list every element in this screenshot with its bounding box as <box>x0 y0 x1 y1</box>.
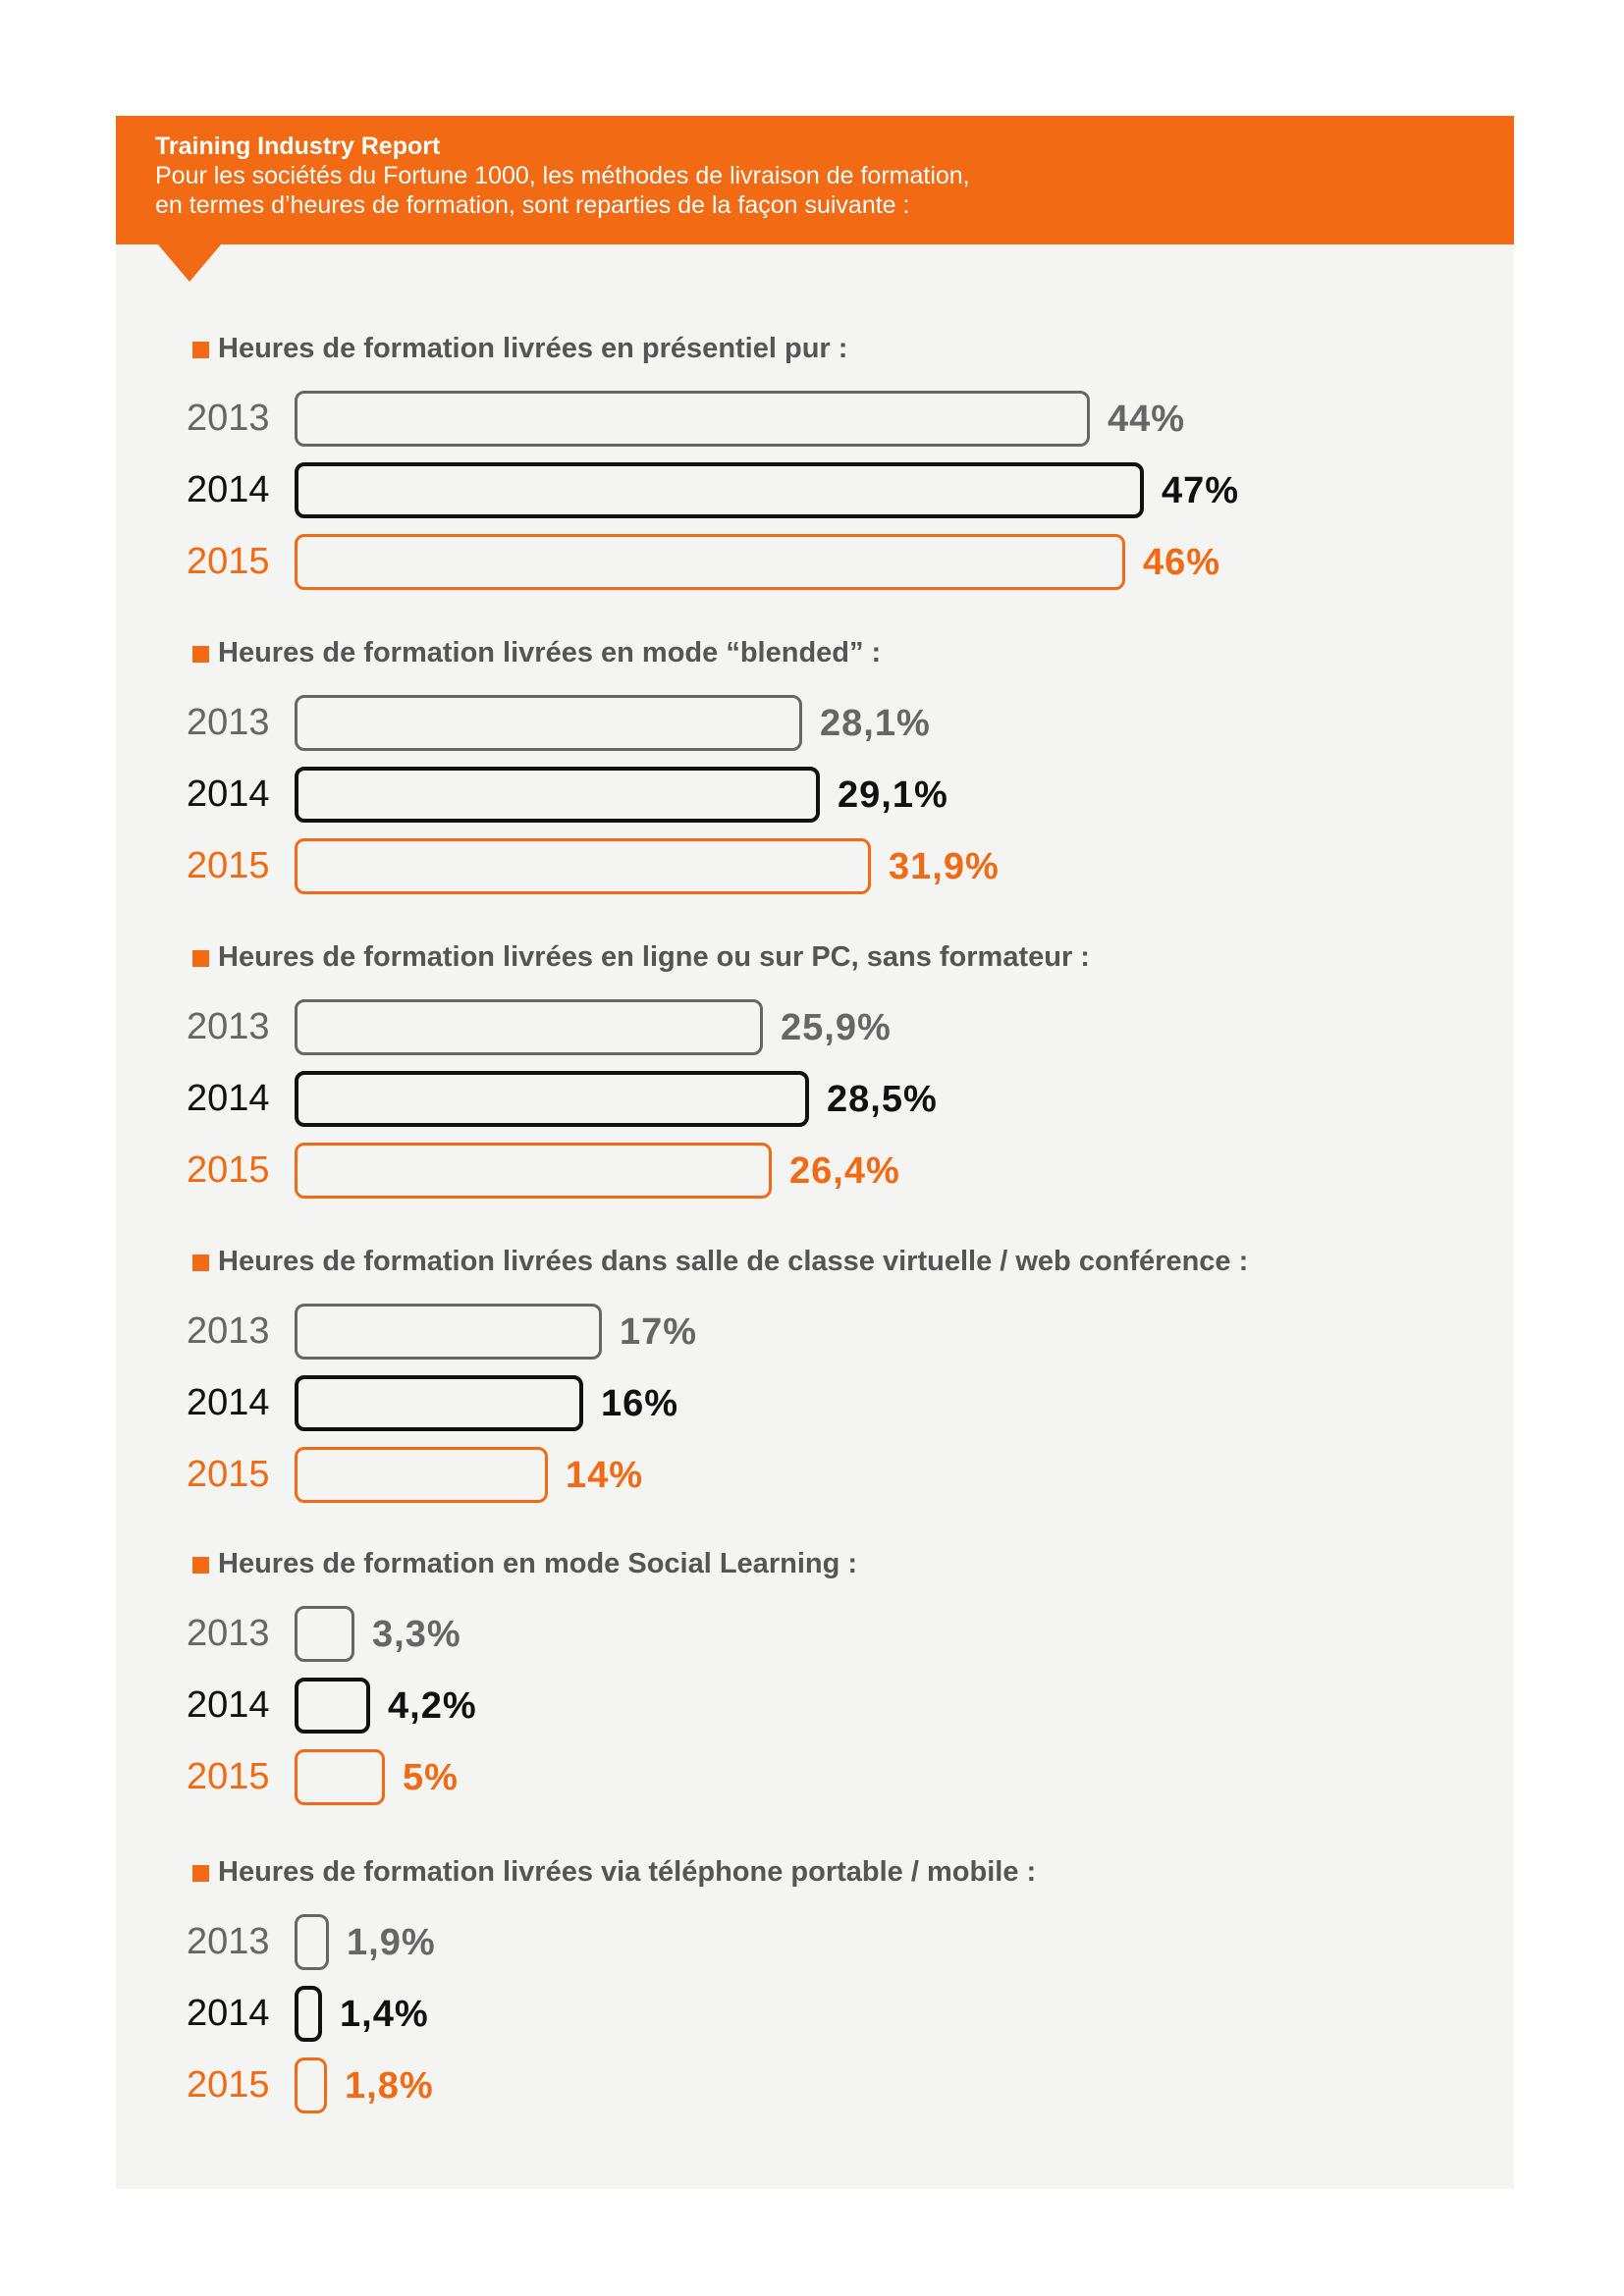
section-title: Heures de formation en mode Social Learn… <box>218 1548 858 1579</box>
bar <box>295 767 820 823</box>
bar <box>295 1986 322 2042</box>
bar <box>295 1143 772 1199</box>
bar-value-label: 25,9% <box>781 1007 892 1048</box>
bar <box>295 1375 583 1431</box>
bar <box>295 1606 354 1662</box>
bar <box>295 1447 548 1503</box>
section-title: Heures de formation livrées en présentie… <box>218 333 848 364</box>
header-banner <box>116 116 1514 244</box>
header-notch <box>157 243 222 282</box>
bar <box>295 1678 370 1734</box>
section-title: Heures de formation livrées dans salle d… <box>218 1246 1249 1277</box>
bar <box>295 1304 602 1360</box>
year-label: 2014 <box>187 1993 270 2034</box>
bar-value-label: 44% <box>1108 399 1186 440</box>
bar <box>295 534 1125 590</box>
year-label: 2015 <box>187 1454 270 1495</box>
section-bullet <box>192 646 209 663</box>
bar-value-label: 4,2% <box>388 1685 477 1727</box>
bar <box>295 695 802 751</box>
bar <box>295 1914 329 1970</box>
bar <box>295 1071 809 1127</box>
bar <box>295 838 871 894</box>
year-label: 2015 <box>187 1756 270 1797</box>
report-title: Training Industry Report <box>155 133 441 160</box>
bar <box>295 999 763 1055</box>
bar <box>295 462 1144 518</box>
year-label: 2013 <box>187 398 270 439</box>
section-bullet <box>192 1557 209 1574</box>
bar-value-label: 1,8% <box>345 2065 434 2107</box>
section-title: Heures de formation livrées en mode “ble… <box>218 637 882 668</box>
bar-value-label: 16% <box>601 1383 679 1424</box>
year-label: 2015 <box>187 1149 270 1191</box>
section-title: Heures de formation livrées en ligne ou … <box>218 941 1090 973</box>
bar <box>295 391 1090 447</box>
bar-value-label: 31,9% <box>889 846 1000 887</box>
year-label: 2015 <box>187 2064 270 2106</box>
section-bullet <box>192 950 209 967</box>
bar-value-label: 1,9% <box>347 1922 436 1963</box>
year-label: 2014 <box>187 1078 270 1119</box>
bar-value-label: 47% <box>1162 470 1240 511</box>
bar-value-label: 26,4% <box>789 1150 900 1192</box>
year-label: 2013 <box>187 1613 270 1654</box>
bar-value-label: 28,5% <box>827 1079 938 1120</box>
year-label: 2015 <box>187 541 270 582</box>
bar-value-label: 46% <box>1143 542 1221 583</box>
year-label: 2014 <box>187 1382 270 1423</box>
section-bullet <box>192 1865 209 1882</box>
section-bullet <box>192 342 209 358</box>
year-label: 2014 <box>187 774 270 815</box>
bar-value-label: 14% <box>566 1455 644 1496</box>
chart-panel <box>116 116 1514 2189</box>
year-label: 2013 <box>187 1310 270 1352</box>
bar-value-label: 5% <box>403 1757 459 1798</box>
bar-value-label: 29,1% <box>838 774 948 816</box>
year-label: 2013 <box>187 702 270 743</box>
bar <box>295 2057 327 2113</box>
report-description-line-1: Pour les sociétés du Fortune 1000, les m… <box>155 162 970 189</box>
bar <box>295 1749 385 1805</box>
bar-value-label: 28,1% <box>820 703 931 744</box>
section-title: Heures de formation livrées via téléphon… <box>218 1856 1037 1888</box>
bar-value-label: 1,4% <box>340 1994 429 2035</box>
year-label: 2013 <box>187 1921 270 1962</box>
year-label: 2014 <box>187 1684 270 1726</box>
report-description-line-2: en termes d’heures de formation, sont re… <box>155 191 910 219</box>
year-label: 2014 <box>187 469 270 510</box>
header-text: Training Industry Report Pour les sociét… <box>155 132 970 220</box>
bar-value-label: 17% <box>620 1311 698 1353</box>
year-label: 2013 <box>187 1006 270 1047</box>
section-bullet <box>192 1255 209 1271</box>
bar-value-label: 3,3% <box>372 1614 461 1655</box>
year-label: 2015 <box>187 845 270 886</box>
